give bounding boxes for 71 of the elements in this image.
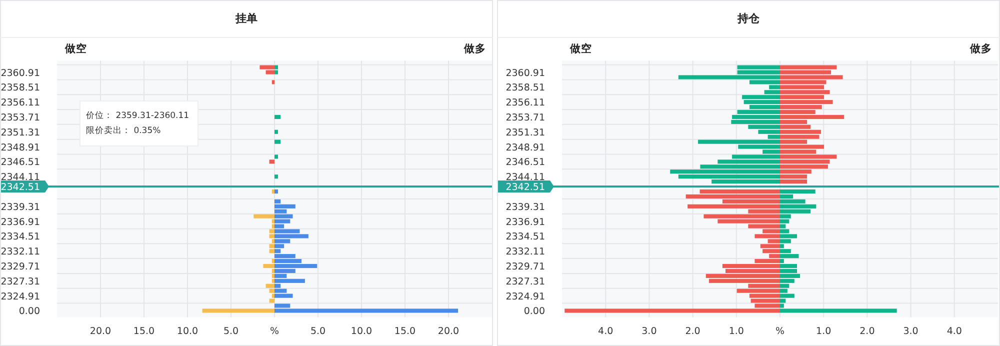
y-tick-label: 2332.11 bbox=[0, 246, 40, 258]
annotation: 价位： 2359.31-2360.11 bbox=[85, 110, 190, 121]
bar bbox=[269, 160, 274, 164]
y-tick-label: 2329.71 bbox=[0, 262, 40, 273]
x-tick-label: 1.0 bbox=[728, 326, 744, 337]
text: 做空 bbox=[64, 42, 87, 55]
bar bbox=[272, 189, 274, 194]
y-tick-label: 2324.91 bbox=[0, 291, 40, 302]
bar bbox=[274, 154, 278, 159]
text: 做空 bbox=[569, 42, 592, 55]
y-tick-label: 2358.51 bbox=[506, 82, 545, 94]
y-tick-label: 2344.11 bbox=[506, 172, 545, 184]
chart-title: 挂单 bbox=[234, 12, 258, 25]
y-tick-label: 2332.11 bbox=[506, 246, 545, 258]
y-tick-label: 2360.91 bbox=[0, 68, 40, 79]
y-tick-label: 2334.51 bbox=[0, 232, 40, 243]
x-tick-label: % bbox=[270, 326, 280, 337]
bar bbox=[274, 114, 281, 119]
y-tick-label: 2360.91 bbox=[506, 68, 545, 79]
bar bbox=[274, 140, 281, 144]
chart-title: 持仓 bbox=[736, 12, 760, 25]
bar bbox=[274, 130, 278, 134]
annotation: 限价卖出： 0.35% bbox=[86, 125, 161, 136]
y-tick-label: 0.00 bbox=[18, 306, 40, 318]
y-tick-label: 2346.51 bbox=[506, 157, 545, 168]
y-tick-label: 2351.31 bbox=[0, 127, 40, 138]
text: 做多 bbox=[463, 42, 486, 55]
y-tick-label: 2336.91 bbox=[506, 216, 545, 228]
x-tick-label: 2.0 bbox=[860, 326, 875, 337]
y-tick-label: 0.00 bbox=[524, 306, 545, 318]
y-tick-label: 2348.91 bbox=[506, 142, 545, 154]
bar bbox=[272, 80, 274, 84]
x-tick-label: 4.0 bbox=[946, 326, 962, 337]
y-tick-label: 2353.71 bbox=[506, 112, 545, 124]
bar bbox=[274, 174, 278, 179]
x-tick-label: 15.0 bbox=[394, 326, 416, 337]
y-tick-label: 2348.91 bbox=[0, 142, 40, 154]
y-tick-label: 2327.31 bbox=[506, 276, 545, 288]
y-tick-label: 2351.31 bbox=[506, 127, 545, 138]
x-tick-label: 5.0 bbox=[310, 326, 326, 337]
y-tick-label: 2342.51 bbox=[0, 182, 40, 194]
x-tick-label: 1.0 bbox=[816, 326, 832, 337]
bar bbox=[274, 189, 278, 194]
y-tick-label: 2327.31 bbox=[0, 276, 40, 288]
y-tick-label: 2356.11 bbox=[0, 98, 40, 109]
x-tick-label: 20.0 bbox=[438, 326, 460, 337]
y-tick-label: 2358.51 bbox=[0, 82, 40, 94]
text: 做多 bbox=[969, 42, 992, 55]
x-tick-label: 15.0 bbox=[133, 326, 155, 337]
x-tick-label: % bbox=[775, 326, 785, 337]
x-tick-label: 10.0 bbox=[350, 326, 372, 337]
x-tick-label: 5.0 bbox=[223, 326, 239, 337]
y-tick-label: 2356.11 bbox=[506, 98, 545, 109]
y-tick-label: 2344.11 bbox=[0, 172, 40, 184]
x-tick-label: 3.0 bbox=[642, 326, 657, 337]
y-tick-label: 2342.51 bbox=[506, 182, 545, 194]
y-tick-label: 2324.91 bbox=[506, 291, 545, 302]
bar bbox=[202, 308, 274, 313]
y-tick-label: 2339.31 bbox=[506, 202, 545, 213]
y-tick-label: 2339.31 bbox=[0, 202, 40, 213]
y-tick-label: 2336.91 bbox=[0, 216, 40, 228]
x-tick-label: 10.0 bbox=[176, 326, 198, 337]
tooltip: 价位： 2359.31-2360.11 限价卖出： 0.35% bbox=[80, 100, 198, 146]
x-tick-label: 20.0 bbox=[90, 326, 112, 337]
y-tick-label: 2329.71 bbox=[506, 262, 545, 273]
x-tick-label: 4.0 bbox=[598, 326, 614, 337]
y-tick-label: 2346.51 bbox=[0, 157, 40, 168]
y-tick-label: 2353.71 bbox=[0, 112, 40, 124]
x-tick-label: 3.0 bbox=[903, 326, 918, 337]
y-tick-label: 2334.51 bbox=[506, 232, 545, 243]
x-tick-label: 2.0 bbox=[685, 326, 700, 337]
